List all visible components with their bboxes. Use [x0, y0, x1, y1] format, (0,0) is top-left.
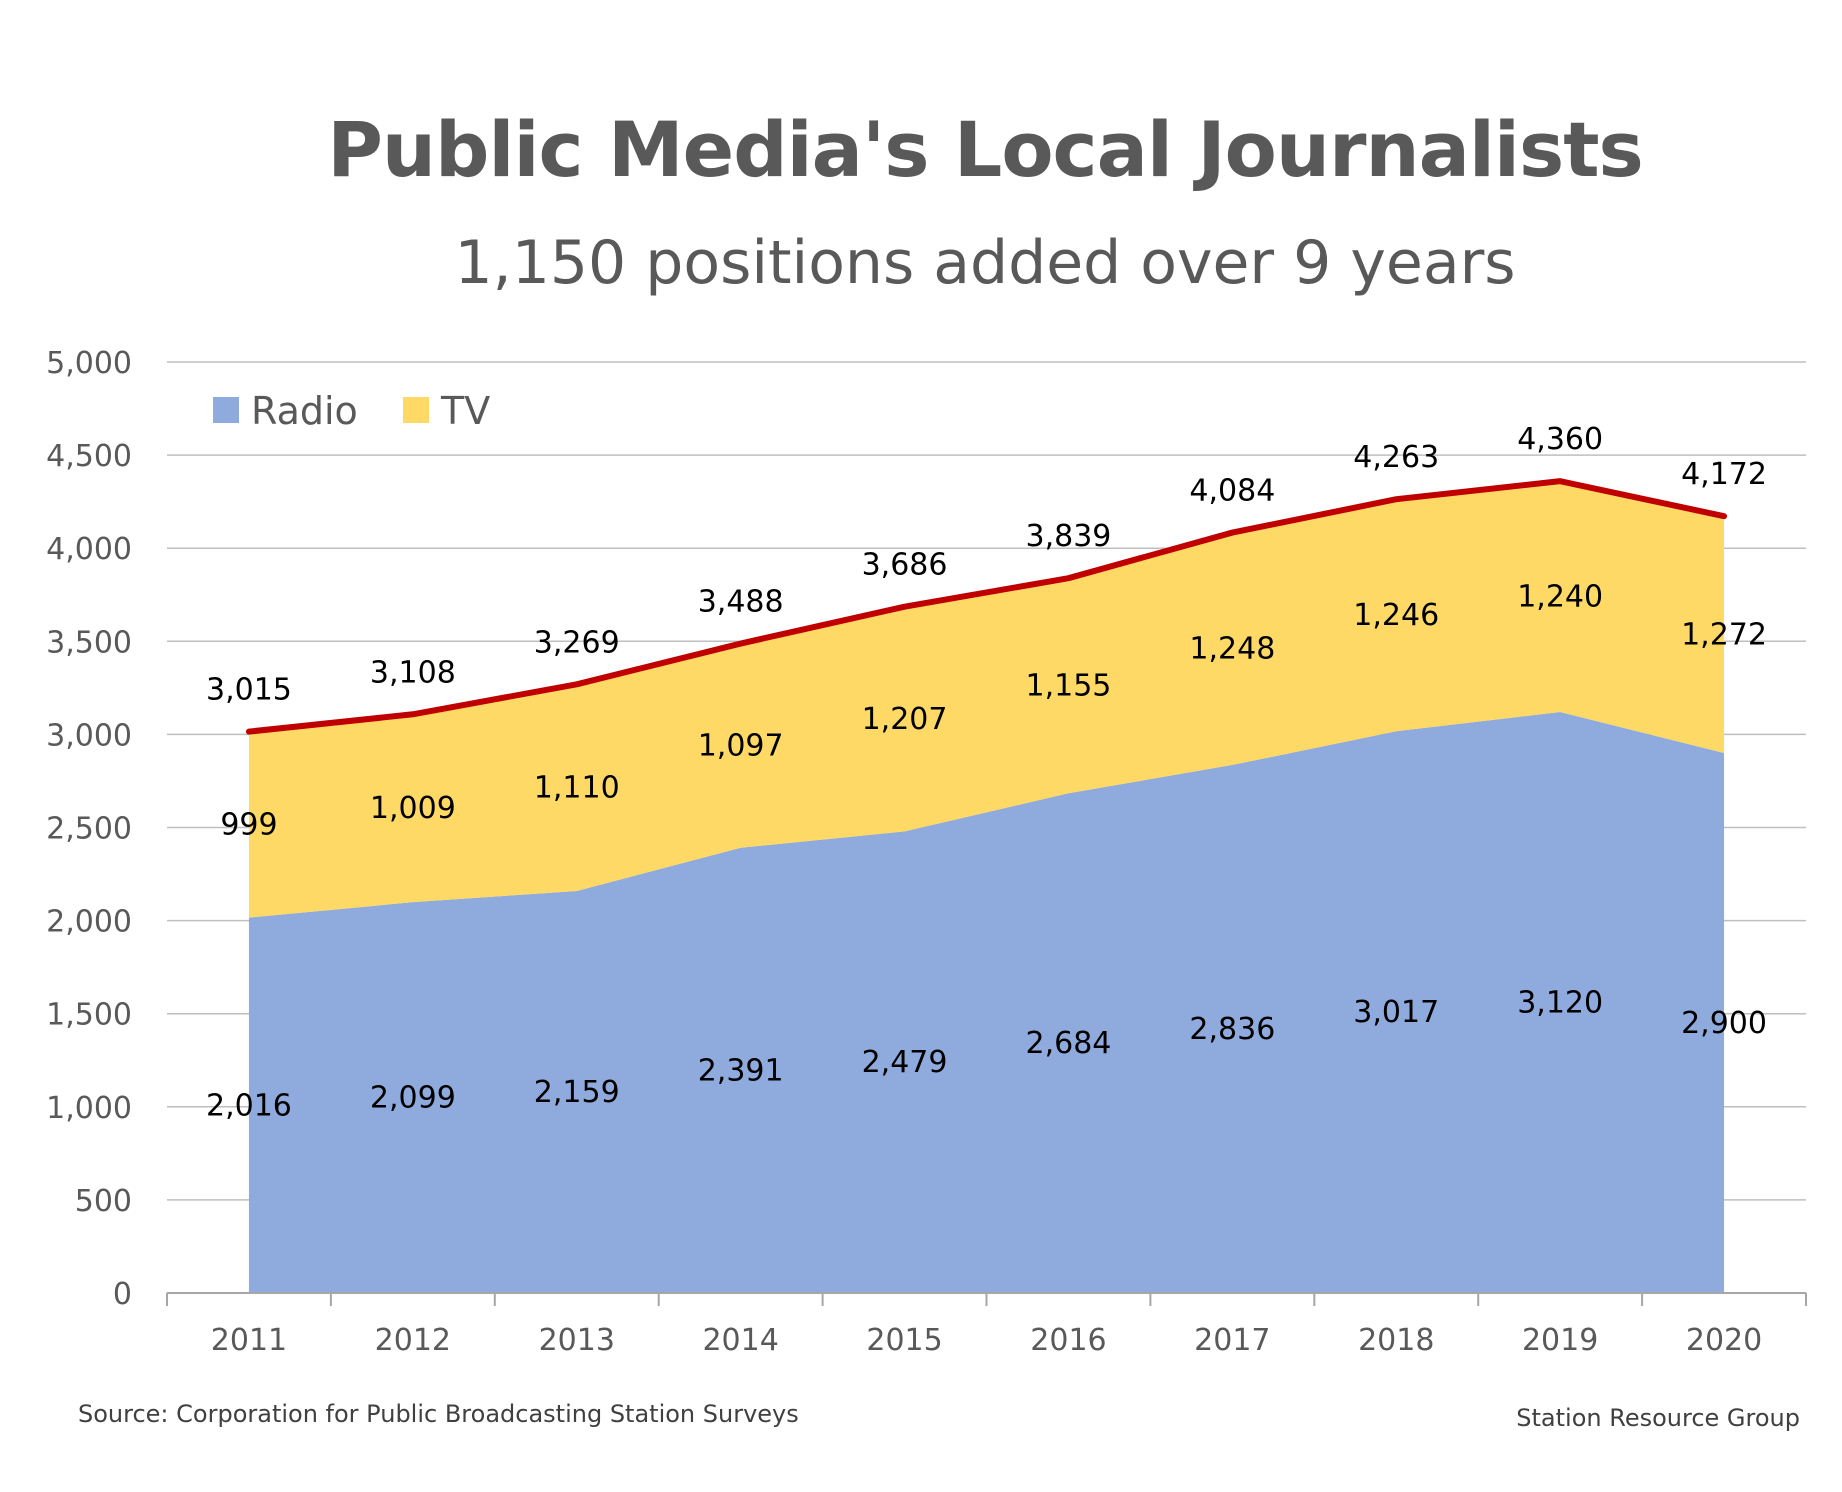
tv-data-label: 1,248: [1189, 632, 1275, 667]
total-data-label: 4,084: [1189, 474, 1275, 509]
y-tick-label: 4,500: [46, 439, 132, 474]
x-tick-label: 2019: [1522, 1323, 1598, 1358]
y-tick-label: 0: [113, 1277, 132, 1312]
x-tick-label: 2015: [866, 1323, 942, 1358]
tv-data-label: 1,272: [1681, 618, 1767, 653]
credit-note: Station Resource Group: [1516, 1404, 1800, 1432]
y-tick-label: 5,000: [46, 346, 132, 381]
tv-data-label: 1,110: [534, 771, 620, 806]
total-series-line: [245, 478, 1728, 735]
x-tick-label: 2018: [1358, 1323, 1434, 1358]
tv-data-label: 1,240: [1517, 580, 1603, 615]
radio-data-label: 2,684: [1026, 1026, 1112, 1061]
data-labels: 3,015 3,108 3,269 3,488 3,686 3,839 4,084 4,263…: [206, 422, 1767, 1123]
legend-label-radio: Radio: [251, 389, 358, 433]
legend-label-tv: TV: [440, 389, 490, 433]
total-data-label: 3,488: [698, 585, 784, 620]
tv-data-label: 1,246: [1353, 598, 1439, 633]
total-data-label: 3,015: [206, 673, 292, 708]
x-tick-label: 2014: [702, 1323, 778, 1358]
tv-data-label: 999: [220, 808, 277, 843]
y-tick-label: 3,500: [46, 625, 132, 660]
x-tick-label: 2011: [211, 1323, 287, 1358]
tv-area: [248, 481, 1725, 918]
x-tick-label: 2020: [1686, 1323, 1762, 1358]
total-data-label: 4,263: [1353, 440, 1439, 475]
y-tick-label: 1,500: [46, 998, 132, 1033]
radio-data-label: 2,391: [698, 1053, 784, 1088]
radio-data-label: 2,900: [1681, 1006, 1767, 1041]
legend-swatch-tv: [403, 397, 429, 423]
radio-data-label: 2,159: [534, 1075, 620, 1110]
radio-data-label: 3,120: [1517, 986, 1603, 1021]
tv-data-label: 1,097: [698, 729, 784, 764]
source-note: Source: Corporation for Public Broadcast…: [78, 1400, 799, 1428]
legend: Radio TV: [213, 389, 490, 433]
y-tick-label: 2,000: [46, 905, 132, 940]
radio-area: [248, 712, 1725, 1293]
tv-data-label: 1,155: [1026, 669, 1112, 704]
y-tick-label: 1,000: [46, 1091, 132, 1126]
radio-data-label: 2,099: [370, 1081, 456, 1116]
total-line: [245, 478, 1728, 735]
y-tick-label: 500: [75, 1184, 132, 1219]
radio-data-label: 3,017: [1353, 995, 1439, 1030]
y-tick-label: 4,000: [46, 532, 132, 567]
radio-data-label: 2,016: [206, 1088, 292, 1123]
x-tick-label: 2017: [1194, 1323, 1270, 1358]
axes: 0 500 1,000 1,500 2,000 2,500 3,000 3,500 4,000 4…: [46, 346, 1807, 1358]
total-data-label: 3,839: [1026, 519, 1112, 554]
total-data-label: 3,108: [370, 655, 456, 690]
radio-data-label: 2,479: [862, 1045, 948, 1080]
total-data-label: 3,269: [534, 625, 620, 660]
area-series: [248, 481, 1725, 1293]
tv-data-label: 1,009: [370, 791, 456, 826]
tv-data-label: 1,207: [862, 702, 948, 737]
x-tick-label: 2012: [375, 1323, 451, 1358]
total-data-label: 4,172: [1681, 457, 1767, 492]
y-tick-label: 2,500: [46, 812, 132, 847]
legend-swatch-radio: [213, 397, 239, 423]
y-tick-label: 3,000: [46, 718, 132, 753]
total-data-label: 4,360: [1517, 422, 1603, 457]
chart-title: Public Media's Local Journalists: [327, 105, 1644, 194]
chart-subtitle: 1,150 positions added over 9 years: [454, 228, 1516, 298]
radio-data-label: 2,836: [1189, 1012, 1275, 1047]
x-tick-label: 2013: [539, 1323, 615, 1358]
x-tick-label: 2016: [1030, 1323, 1106, 1358]
total-data-label: 3,686: [862, 548, 948, 583]
